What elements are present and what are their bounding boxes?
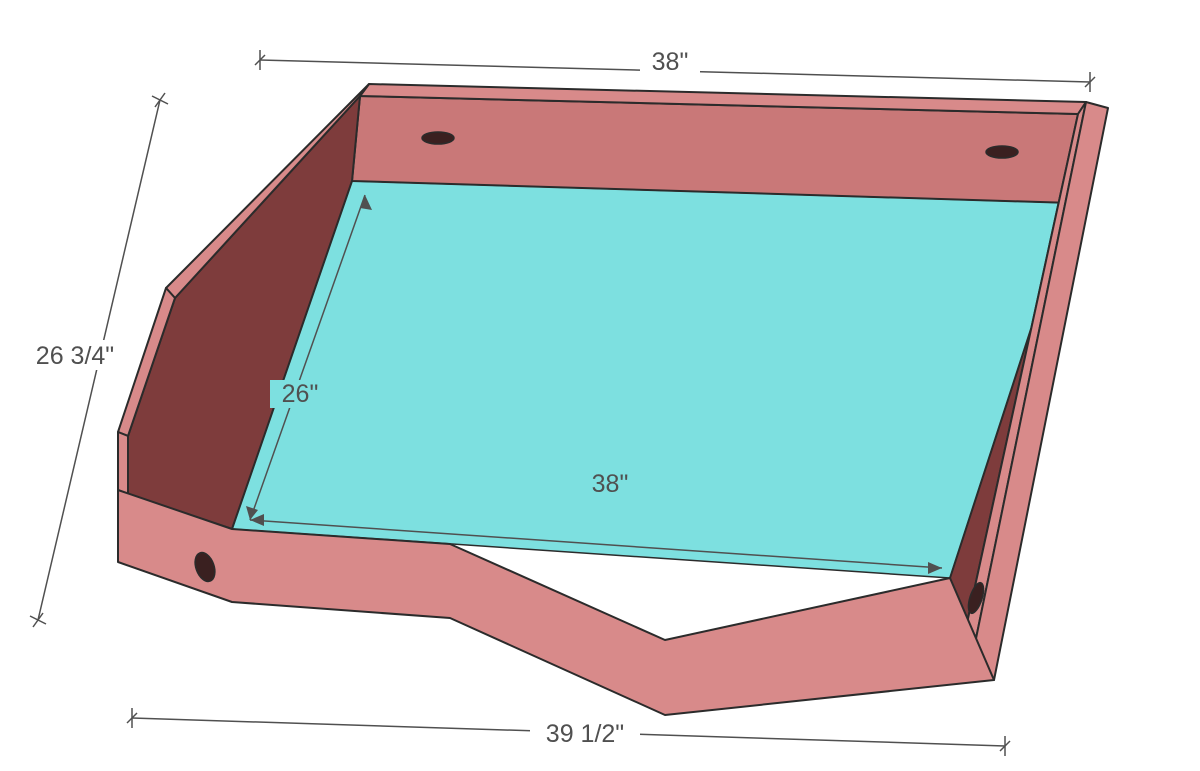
- pocket-hole-back-left: [422, 132, 454, 144]
- pocket-hole-back-right: [986, 146, 1018, 158]
- left-rim-c: [118, 432, 128, 494]
- dim-bottom-label: 39 1/2": [546, 720, 624, 748]
- dim-top-label: 38": [652, 48, 689, 76]
- dim-interior-width-label: 38": [592, 470, 629, 498]
- dim-interior-depth-label: 26": [282, 380, 319, 408]
- floor-panel: [232, 181, 1072, 578]
- dim-left-label: 26 3/4": [36, 342, 114, 370]
- diagram-svg: 38" 26 3/4" 39 1/2" 26: [0, 0, 1200, 771]
